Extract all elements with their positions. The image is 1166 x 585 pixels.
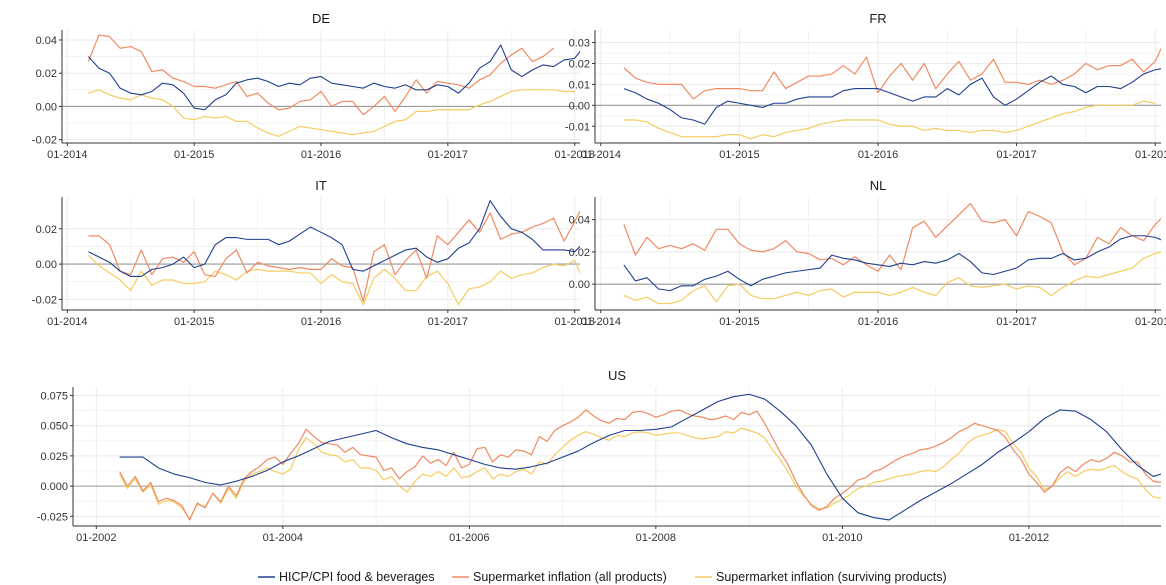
- panel-title-us: US: [608, 368, 626, 383]
- x-tick-label: 01-2015: [719, 316, 759, 328]
- legend-item: Supermarket inflation (surviving product…: [695, 570, 947, 584]
- x-tick-label: 01-2018: [555, 149, 595, 161]
- x-tick-label: 01-2014: [47, 149, 87, 161]
- y-tick-label: -0.01: [565, 121, 590, 133]
- series-line-all: [87, 34, 554, 116]
- x-tick-label: 01-2015: [719, 149, 759, 161]
- y-tick-label: 0.02: [36, 224, 57, 236]
- panel-title-de: DE: [312, 11, 330, 26]
- x-tick-label: 01-2016: [858, 149, 898, 161]
- series-line-surv: [88, 254, 580, 306]
- x-tick-label: 01-2010: [822, 532, 862, 544]
- legend-label: Supermarket inflation (surviving product…: [716, 570, 947, 584]
- series-line-hicp: [623, 235, 1161, 292]
- panel-title-it: IT: [315, 178, 327, 193]
- legend-item: HICP/CPI food & beverages: [258, 570, 435, 584]
- y-tick-label: 0.03: [569, 38, 590, 50]
- x-tick-label: 01-2017: [428, 149, 468, 161]
- y-tick-label: 0.075: [40, 390, 68, 402]
- x-tick-label: 01-2014: [581, 149, 621, 161]
- panel-us: 01-2002 01-2004 01-2006 01-2008 01-2010 01-20…: [37, 368, 1161, 544]
- panel-it: 01-2014 01-2015 01-2016 01-2017 01-2018 -0.02…: [32, 178, 595, 328]
- x-tick-label: 01-2017: [428, 316, 468, 328]
- series-line-hicp: [119, 393, 1161, 521]
- y-tick-label: 0.00: [569, 100, 590, 112]
- series-line-surv: [119, 427, 1161, 520]
- x-tick-label: 01-2014: [581, 316, 621, 328]
- y-tick-label: 0.04: [569, 215, 590, 227]
- x-tick-label: 01-2017: [996, 149, 1036, 161]
- x-tick-label: 01-2014: [47, 316, 87, 328]
- y-tick-label: 0.000: [40, 481, 68, 493]
- y-tick-label: 0.00: [36, 259, 57, 271]
- x-tick-label: 01-2016: [301, 316, 341, 328]
- x-tick-label: 01-2017: [996, 316, 1036, 328]
- series-line-hicp: [88, 44, 580, 111]
- series-line-all: [623, 202, 1161, 272]
- series-line-surv: [623, 100, 1156, 140]
- y-tick-label: -0.025: [37, 511, 68, 523]
- series-line-all: [119, 409, 1161, 521]
- panel-nl: 01-2014 01-2015 01-2016 01-2017 01-2018 0.00 0…: [569, 178, 1166, 328]
- y-tick-label: -0.02: [32, 135, 57, 147]
- y-tick-label: 0.02: [569, 247, 590, 259]
- legend-label: HICP/CPI food & beverages: [279, 570, 435, 584]
- panel-title-fr: FR: [869, 11, 886, 26]
- x-tick-label: 01-2012: [1009, 532, 1049, 544]
- y-tick-label: 0.00: [569, 279, 590, 291]
- legend-label: Supermarket inflation (all products): [473, 570, 667, 584]
- y-tick-label: 0.04: [36, 35, 57, 47]
- y-tick-label: 0.01: [569, 79, 590, 91]
- x-tick-label: 01-2018: [555, 316, 595, 328]
- series-line-surv: [88, 89, 575, 137]
- y-tick-label: 0.00: [36, 101, 57, 113]
- series-line-hicp: [88, 199, 580, 277]
- x-tick-label: 01-2002: [76, 532, 116, 544]
- x-tick-label: 01-2006: [449, 532, 489, 544]
- x-tick-label: 01-2015: [174, 149, 214, 161]
- series-line-all: [623, 47, 1161, 100]
- y-tick-label: 0.025: [40, 451, 68, 463]
- x-tick-label: 01-2018: [1135, 316, 1166, 328]
- series-line-all: [88, 209, 580, 302]
- x-tick-label: 01-2018: [1135, 149, 1166, 161]
- panel-title-nl: NL: [870, 178, 887, 193]
- y-tick-label: -0.02: [32, 294, 57, 306]
- y-tick-label: 0.02: [36, 68, 57, 80]
- legend-item: Supermarket inflation (all products): [452, 570, 667, 584]
- x-tick-label: 01-2015: [174, 316, 214, 328]
- series-line-hicp: [623, 68, 1161, 125]
- y-tick-label: 0.02: [569, 58, 590, 70]
- series-line-surv: [623, 251, 1161, 305]
- x-tick-label: 01-2008: [636, 532, 676, 544]
- legend: HICP/CPI food & beverages Supermarket inf…: [258, 570, 947, 584]
- panel-de: 01-2014 01-2015 01-2016 01-2017 01-2018 -0.02…: [32, 11, 595, 161]
- x-tick-label: 01-2004: [263, 532, 303, 544]
- panel-fr: 01-2014 01-2015 01-2016 01-2017 01-2018 -0.01…: [565, 11, 1166, 161]
- x-tick-label: 01-2016: [301, 149, 341, 161]
- y-tick-label: 0.050: [40, 421, 68, 433]
- x-tick-label: 01-2016: [858, 316, 898, 328]
